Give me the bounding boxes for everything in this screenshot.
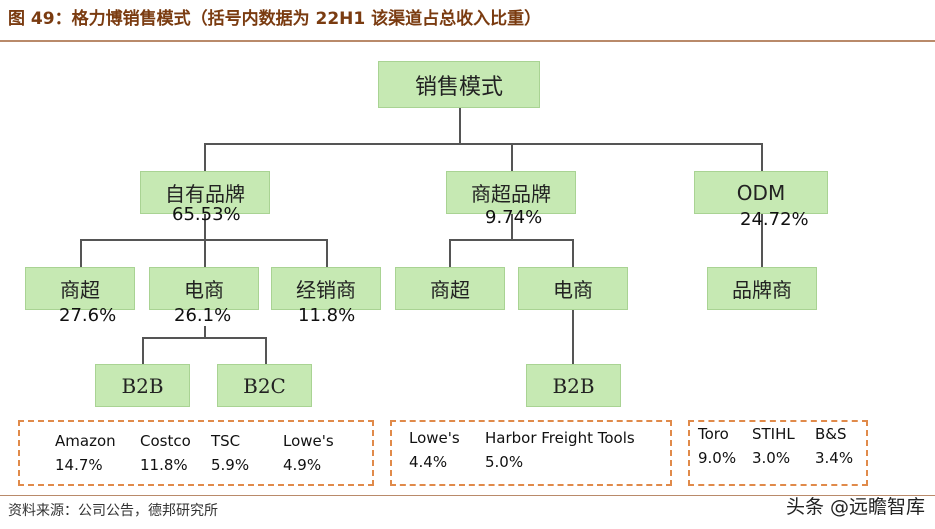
share-odm: 24.72% (740, 209, 809, 230)
customer-name: B&S (815, 425, 847, 443)
footer-divider (0, 495, 935, 496)
customer-name: Lowe's (409, 429, 460, 447)
node-label: 自有品牌 (165, 182, 245, 206)
share-own-ecommerce: 26.1% (174, 305, 232, 326)
node-sales-model: 销售模式 (378, 61, 540, 108)
node-label: 销售模式 (414, 74, 503, 100)
connector (572, 239, 574, 267)
node-own-b2b: B2B (95, 364, 190, 407)
connector (204, 143, 206, 171)
node-label: 商超 (430, 278, 470, 302)
customer-share: 3.4% (815, 449, 854, 467)
customer-name: Amazon (55, 432, 116, 450)
node-sm-supermarket: 商超 (395, 267, 505, 310)
share-own-brand: 65.53% (172, 204, 241, 225)
node-label: 电商 (184, 278, 224, 302)
customer-share: 4.9% (283, 456, 322, 474)
connector (449, 239, 451, 267)
node-own-b2c: B2C (217, 364, 312, 407)
node-sm-b2b: B2B (526, 364, 621, 407)
figure-title: 图 49：格力博销售模式（括号内数据为 22H1 该渠道占总收入比重） (8, 9, 542, 29)
customers-own-brand (18, 420, 374, 486)
node-label: B2C (243, 373, 286, 398)
connector (204, 239, 206, 267)
node-label: ODM (736, 180, 786, 205)
share-supermarket-brand: 9.74% (485, 207, 543, 228)
customer-name: Harbor Freight Tools (485, 429, 635, 447)
node-label: B2B (552, 373, 595, 398)
node-sm-ecommerce: 电商 (518, 267, 628, 310)
node-own-ecommerce: 电商 (149, 267, 259, 310)
customer-share: 14.7% (55, 456, 103, 474)
customer-name: STIHL (752, 425, 795, 443)
connector (204, 326, 206, 338)
connector (761, 143, 763, 171)
customer-name: Toro (698, 425, 729, 443)
node-supermarket-brand: 商超品牌 (446, 171, 576, 214)
connector (204, 214, 206, 240)
node-own-supermarket: 商超 (25, 267, 135, 310)
customer-name: TSC (211, 432, 241, 450)
node-label: 经销商 (296, 278, 356, 302)
customer-share: 9.0% (698, 449, 737, 467)
customer-share: 5.0% (485, 453, 524, 471)
node-label: 商超品牌 (471, 182, 551, 206)
node-label: 商超 (60, 278, 100, 302)
node-label: B2B (121, 373, 164, 398)
source-note: 资料来源：公司公告，德邦研究所 (8, 503, 218, 519)
node-odm: ODM (694, 171, 828, 214)
watermark: 头条 @远瞻智库 (785, 496, 925, 518)
connector (265, 337, 267, 364)
connector (449, 239, 574, 241)
customer-share: 3.0% (752, 449, 791, 467)
node-own-brand: 自有品牌 (140, 171, 270, 214)
customer-name: Lowe's (283, 432, 334, 450)
share-own-distributor: 11.8% (298, 305, 356, 326)
customer-name: Costco (140, 432, 191, 450)
node-own-distributor: 经销商 (271, 267, 381, 310)
connector (511, 214, 513, 240)
connector (80, 239, 82, 267)
customer-share: 5.9% (211, 456, 250, 474)
connector (459, 108, 461, 144)
connector (511, 143, 513, 171)
connector (761, 214, 763, 267)
share-own-supermarket: 27.6% (59, 305, 117, 326)
customer-share: 4.4% (409, 453, 448, 471)
node-label: 品牌商 (732, 278, 792, 302)
node-odm-brand: 品牌商 (707, 267, 817, 310)
connector (572, 310, 574, 364)
connector (326, 239, 328, 267)
customers-odm (688, 420, 868, 486)
customer-share: 11.8% (140, 456, 188, 474)
connector (142, 337, 144, 364)
connector (204, 143, 763, 145)
connector (142, 337, 267, 339)
node-label: 电商 (553, 278, 593, 302)
customers-supermarket-brand (390, 420, 672, 486)
title-divider (0, 40, 935, 42)
